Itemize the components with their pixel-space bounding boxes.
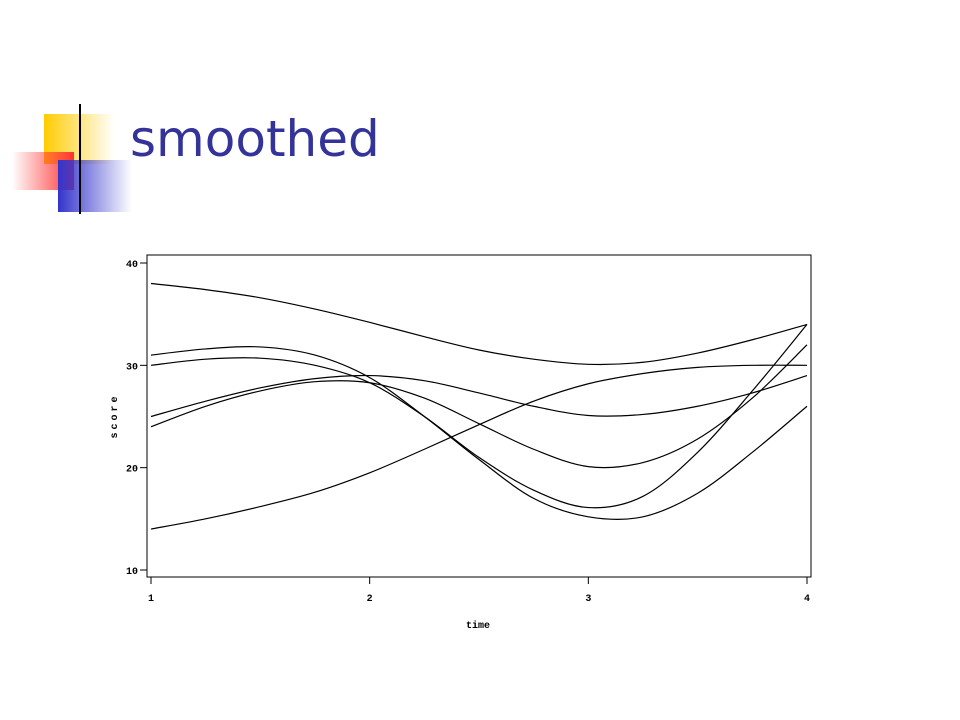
- series-line: [150, 346, 808, 521]
- y-tick-label: 20: [126, 465, 138, 476]
- series-line: [150, 344, 808, 469]
- x-tick-label: 2: [367, 594, 373, 605]
- y-tick-label: 10: [126, 567, 138, 578]
- slide-title: smoothed: [130, 110, 380, 168]
- y-tick-label: 30: [126, 362, 138, 373]
- x-tick-label: 4: [804, 594, 810, 605]
- series-line: [150, 364, 808, 530]
- x-axis-label: time: [466, 620, 490, 632]
- plot-frame: [146, 254, 812, 578]
- series-line: [150, 282, 808, 366]
- x-tick-label: 1: [148, 594, 154, 605]
- series-line: [150, 374, 808, 418]
- y-tick-label: 40: [126, 260, 138, 271]
- y-axis-label: score: [110, 393, 121, 438]
- title-decoration: [12, 104, 870, 214]
- x-tick-label: 3: [585, 594, 591, 605]
- series-line: [150, 324, 808, 509]
